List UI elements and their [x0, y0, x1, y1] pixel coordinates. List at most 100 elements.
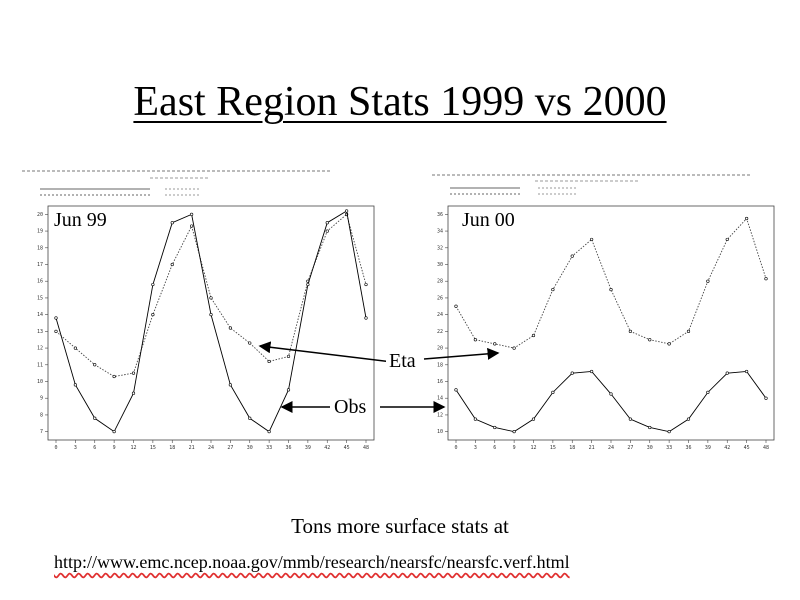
x-tick-label: 0 — [54, 445, 57, 451]
data-point-eta — [706, 279, 710, 283]
x-tick-label: 21 — [189, 445, 195, 451]
y-tick-label: 16 — [37, 279, 43, 285]
annotation-obs: Obs — [331, 396, 370, 419]
data-point-eta — [745, 216, 749, 221]
x-tick-label: 42 — [324, 445, 330, 451]
data-point-obs — [151, 282, 155, 287]
x-tick-label: 33 — [266, 445, 272, 451]
series-line-obs — [455, 371, 767, 433]
y-tick-label: 11 — [37, 362, 43, 368]
data-point-eta — [531, 333, 536, 338]
y-tick-label: 15 — [37, 295, 43, 301]
y-tick-label: 9 — [40, 396, 43, 402]
y-tick-label: 13 — [37, 329, 43, 335]
data-point-obs — [551, 390, 555, 394]
series-line-obs — [55, 210, 367, 433]
y-tick-label: 18 — [37, 245, 43, 251]
data-point-obs — [725, 371, 729, 375]
data-point-eta — [667, 342, 671, 346]
data-point-obs — [493, 425, 497, 430]
x-tick-label: 12 — [130, 445, 136, 451]
y-tick-label: 24 — [437, 312, 443, 318]
data-point-eta — [73, 346, 77, 350]
data-point-eta — [286, 354, 291, 359]
plot-frame — [447, 205, 775, 441]
data-point-eta — [570, 254, 574, 258]
y-tick-label: 10 — [37, 379, 43, 385]
data-point-obs — [609, 392, 613, 396]
data-point-obs — [73, 383, 77, 387]
data-point-obs — [286, 388, 291, 392]
y-tick-label: 28 — [437, 279, 443, 285]
y-tick-label: 20 — [437, 346, 443, 352]
data-point-eta — [170, 262, 174, 267]
y-tick-label: 17 — [37, 262, 43, 268]
data-point-obs — [170, 221, 174, 225]
x-tick-label: 39 — [305, 445, 311, 451]
data-point-obs — [590, 369, 594, 374]
data-point-eta — [590, 237, 594, 242]
slide-title: East Region Stats 1999 vs 2000 — [133, 79, 667, 125]
data-point-obs — [228, 383, 232, 387]
y-tick-label: 34 — [437, 229, 443, 235]
data-point-obs — [112, 430, 116, 434]
x-tick-label: 0 — [454, 445, 457, 451]
x-tick-label: 30 — [247, 445, 253, 451]
data-point-eta — [454, 304, 458, 308]
data-point-obs — [306, 282, 310, 287]
y-tick-label: 14 — [437, 396, 443, 402]
y-tick-label: 7 — [40, 429, 43, 435]
data-point-obs — [190, 212, 194, 216]
data-point-eta — [190, 224, 194, 228]
data-point-obs — [93, 416, 97, 420]
data-point-obs — [531, 417, 536, 421]
data-point-obs — [54, 316, 58, 320]
data-point-eta — [493, 342, 497, 346]
data-point-eta — [364, 282, 368, 287]
series-line-eta — [455, 217, 767, 349]
y-tick-label: 32 — [437, 245, 443, 251]
x-tick-label: 18 — [169, 445, 175, 451]
data-point-eta — [764, 277, 768, 281]
stats-url-link[interactable]: http://www.emc.ncep.noaa.gov/mmb/researc… — [54, 552, 570, 572]
plot-frame — [47, 205, 375, 441]
data-point-obs — [686, 417, 691, 421]
x-tick-label: 24 — [608, 445, 614, 451]
x-tick-label: 39 — [705, 445, 711, 451]
data-point-eta — [686, 329, 691, 333]
x-tick-label: 24 — [208, 445, 214, 451]
eta-arrow-right — [423, 347, 500, 360]
data-point-eta — [473, 338, 477, 342]
x-tick-label: 6 — [493, 445, 496, 451]
data-point-obs — [454, 388, 458, 392]
data-point-obs — [667, 430, 671, 434]
data-point-obs — [570, 371, 574, 375]
data-point-obs — [764, 396, 768, 400]
x-tick-label: 18 — [569, 445, 575, 451]
data-point-eta — [54, 329, 58, 333]
x-tick-label: 36 — [285, 445, 291, 451]
series-line-eta — [55, 213, 367, 377]
x-tick-label: 27 — [227, 445, 233, 451]
data-point-obs — [345, 209, 349, 213]
data-point-eta — [248, 341, 252, 345]
x-tick-label: 33 — [666, 445, 672, 451]
x-tick-label: 12 — [530, 445, 536, 451]
data-point-obs — [473, 417, 477, 421]
data-point-obs — [745, 369, 749, 374]
footer-text: Tons more surface stats at — [291, 514, 509, 538]
data-point-obs — [248, 416, 252, 420]
y-tick-label: 26 — [437, 295, 443, 301]
annotation-eta: Eta — [386, 350, 419, 373]
x-tick-label: 45 — [344, 445, 350, 451]
data-point-obs — [209, 313, 213, 317]
x-tick-label: 42 — [724, 445, 730, 451]
data-point-eta — [551, 287, 555, 292]
eta-arrow-left — [258, 341, 393, 363]
data-point-eta — [609, 287, 613, 292]
data-point-eta — [267, 359, 271, 364]
x-tick-label: 15 — [150, 445, 156, 451]
